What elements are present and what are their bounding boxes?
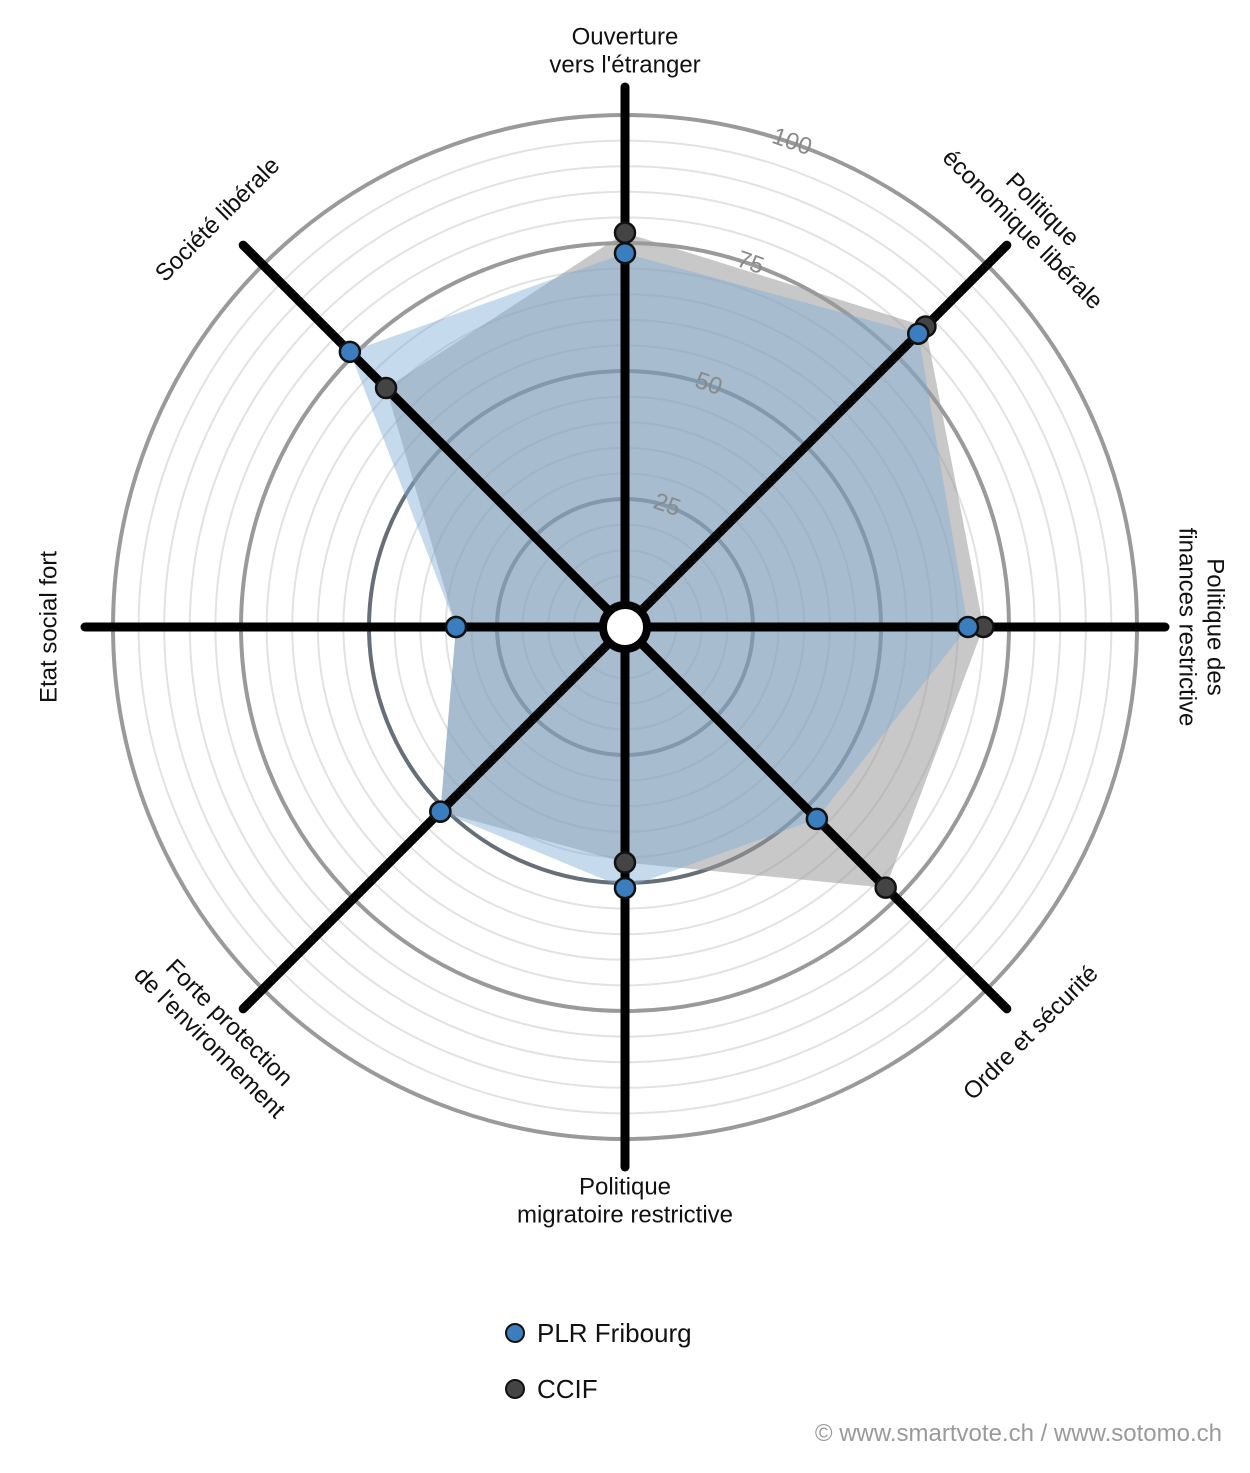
axis-label: vers l'étranger <box>549 51 700 78</box>
axis-label-group: Etat social fort <box>35 551 62 703</box>
axis-spoke <box>238 240 630 632</box>
legend-item-ccif: CCIF <box>505 1361 692 1417</box>
axis-label: Ouverture <box>572 23 679 50</box>
axis-label: Etat social fort <box>35 551 62 703</box>
data-point-plr <box>907 322 930 345</box>
data-points <box>338 221 995 900</box>
legend-item-plr: PLR Fribourg <box>505 1305 692 1361</box>
data-point-plr <box>429 800 452 823</box>
series-areas <box>349 232 984 889</box>
axis-label: Politique <box>579 1173 671 1200</box>
data-point-ccif <box>874 876 897 899</box>
data-point-plr <box>805 807 829 831</box>
axis-spoke <box>620 240 1012 632</box>
data-point-plr <box>444 615 468 639</box>
axis-label: migratoire restrictive <box>517 1201 733 1228</box>
data-point-plr <box>956 615 980 639</box>
legend-label-ccif: CCIF <box>537 1373 598 1404</box>
data-point-plr <box>338 340 362 364</box>
legend-label-plr: PLR Fribourg <box>537 1317 692 1348</box>
legend-marker-ccif <box>505 1379 525 1399</box>
legend-marker-plr <box>505 1323 525 1343</box>
copyright-footer: © www.smartvote.ch / www.sotomo.ch <box>814 1420 1222 1447</box>
data-point-plr <box>613 876 637 900</box>
legend: PLR Fribourg CCIF <box>505 1305 692 1417</box>
tick-label: 100 <box>769 123 816 162</box>
series-area-plr <box>349 253 968 889</box>
data-point-plr <box>613 241 637 265</box>
data-point-ccif <box>374 376 398 400</box>
axis-label: Politique des <box>1202 558 1229 695</box>
data-point-ccif <box>613 851 637 874</box>
series-area-ccif <box>386 232 984 888</box>
axis-label: finances restrictive <box>1174 528 1201 727</box>
data-point-ccif <box>613 221 637 245</box>
center-hub <box>599 601 651 653</box>
